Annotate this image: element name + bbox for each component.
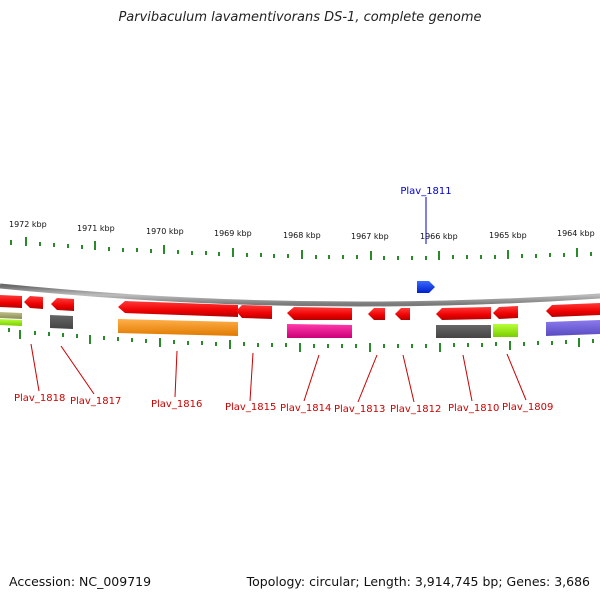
- cog-bar-gray: [436, 325, 491, 338]
- gene-arrow[interactable]: [236, 305, 272, 319]
- outer-scale: [10, 237, 592, 260]
- gene-arrow[interactable]: [118, 301, 238, 317]
- scale-label: 1971 kbp: [77, 224, 115, 233]
- gene-label-plav-1812: Plav_1812: [390, 404, 441, 415]
- gene-label-plav-1818: Plav_1818: [14, 393, 65, 404]
- scale-label: 1965 kbp: [489, 231, 527, 240]
- genome-title: Parvibaculum lavamentivorans DS-1, compl…: [118, 10, 482, 25]
- gene-arrow[interactable]: [0, 295, 22, 308]
- cog-bar-olive: [0, 312, 22, 319]
- gene-arrow[interactable]: [436, 307, 491, 320]
- gene-arrow[interactable]: [546, 303, 600, 317]
- gene-arrow[interactable]: [287, 307, 352, 320]
- gene-label-plav-1811: Plav_1811: [400, 186, 451, 197]
- reverse-strand-genes: [0, 295, 600, 320]
- accession-text: Accession: NC_009719: [9, 574, 152, 589]
- gene-label-pointers: [30, 343, 527, 403]
- gene-label-plav-1816: Plav_1816: [151, 399, 202, 410]
- cog-bar-lime: [0, 319, 22, 326]
- gene-label-plav-1817: Plav_1817: [70, 396, 121, 407]
- cog-bar-lime: [493, 324, 518, 337]
- scale-label: 1964 kbp: [557, 229, 595, 238]
- scale-label: 1970 kbp: [146, 227, 184, 236]
- gene-label-plav-1810: Plav_1810: [448, 403, 499, 414]
- cog-bar-orange: [118, 319, 238, 336]
- gene-arrow[interactable]: [493, 306, 518, 319]
- gene-label-plav-1809: Plav_1809: [502, 402, 553, 413]
- gene-arrow[interactable]: [368, 308, 385, 320]
- gene-label-plav-1814: Plav_1814: [280, 403, 331, 414]
- scale-label: 1968 kbp: [283, 231, 321, 240]
- gene-label-plav-1813: Plav_1813: [334, 404, 385, 415]
- cog-bar-gray: [50, 315, 73, 329]
- genome-backbone: [0, 283, 600, 307]
- gene-arrow[interactable]: [51, 298, 74, 311]
- gene-arrow-forward[interactable]: [417, 281, 435, 293]
- cog-bars: [0, 312, 600, 338]
- inner-scale: [8, 328, 594, 352]
- scale-label: 1967 kbp: [351, 232, 389, 241]
- scale-label: 1969 kbp: [214, 229, 252, 238]
- gene-arrow[interactable]: [395, 308, 410, 320]
- scale-label: 1972 kbp: [9, 220, 47, 229]
- cog-bar-pink: [287, 324, 352, 338]
- gene-label-plav-1815: Plav_1815: [225, 402, 276, 413]
- cog-bar-purple: [546, 320, 600, 336]
- genome-summary-text: Topology: circular; Length: 3,914,745 bp…: [246, 574, 590, 589]
- gene-arrow[interactable]: [24, 296, 43, 309]
- scale-label: 1966 kbp: [420, 232, 458, 241]
